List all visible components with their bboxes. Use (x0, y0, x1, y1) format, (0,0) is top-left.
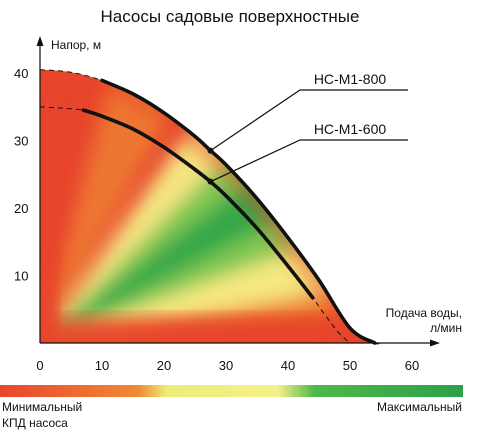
chart-title: Насосы садовые поверхностные (101, 7, 360, 26)
x-tick-label: 40 (281, 358, 295, 373)
axes (36, 36, 440, 347)
x-tick-label: 30 (219, 358, 233, 373)
y-tick-label: 20 (14, 201, 28, 216)
x-axis-label-line2: л/мин (430, 321, 462, 335)
y-tick-label: 30 (14, 134, 28, 149)
series-label: НС-М1-800 (314, 71, 387, 87)
y-tick-label: 40 (14, 66, 28, 81)
series-leader-line (210, 139, 408, 183)
y-axis-label: Напор, м (51, 38, 101, 52)
x-axis-label-line1: Подача воды, (386, 306, 462, 320)
series-curve (100, 78, 377, 345)
legend-max-label: Максимальный (377, 400, 462, 414)
series-curve (81, 108, 315, 300)
x-tick-label: 0 (36, 358, 43, 373)
legend-min-label-line2: КПД насоса (2, 416, 68, 430)
efficiency-legend-bar (0, 385, 463, 397)
y-tick-label: 10 (14, 269, 28, 284)
pump-curves (39, 69, 400, 345)
x-tick-label: 20 (157, 358, 171, 373)
x-tick-label: 60 (405, 358, 419, 373)
series-leader-line (210, 89, 408, 152)
series-label: НС-М1-600 (314, 121, 387, 137)
x-tick-label: 10 (95, 358, 109, 373)
series-labels: НС-М1-800 НС-М1-600 (207, 71, 408, 185)
x-tick-label: 50 (343, 358, 357, 373)
legend-min-label-line1: Минимальный (2, 400, 82, 414)
axis-ticks: 0 10 20 30 40 50 60 10 20 30 40 (14, 66, 419, 373)
